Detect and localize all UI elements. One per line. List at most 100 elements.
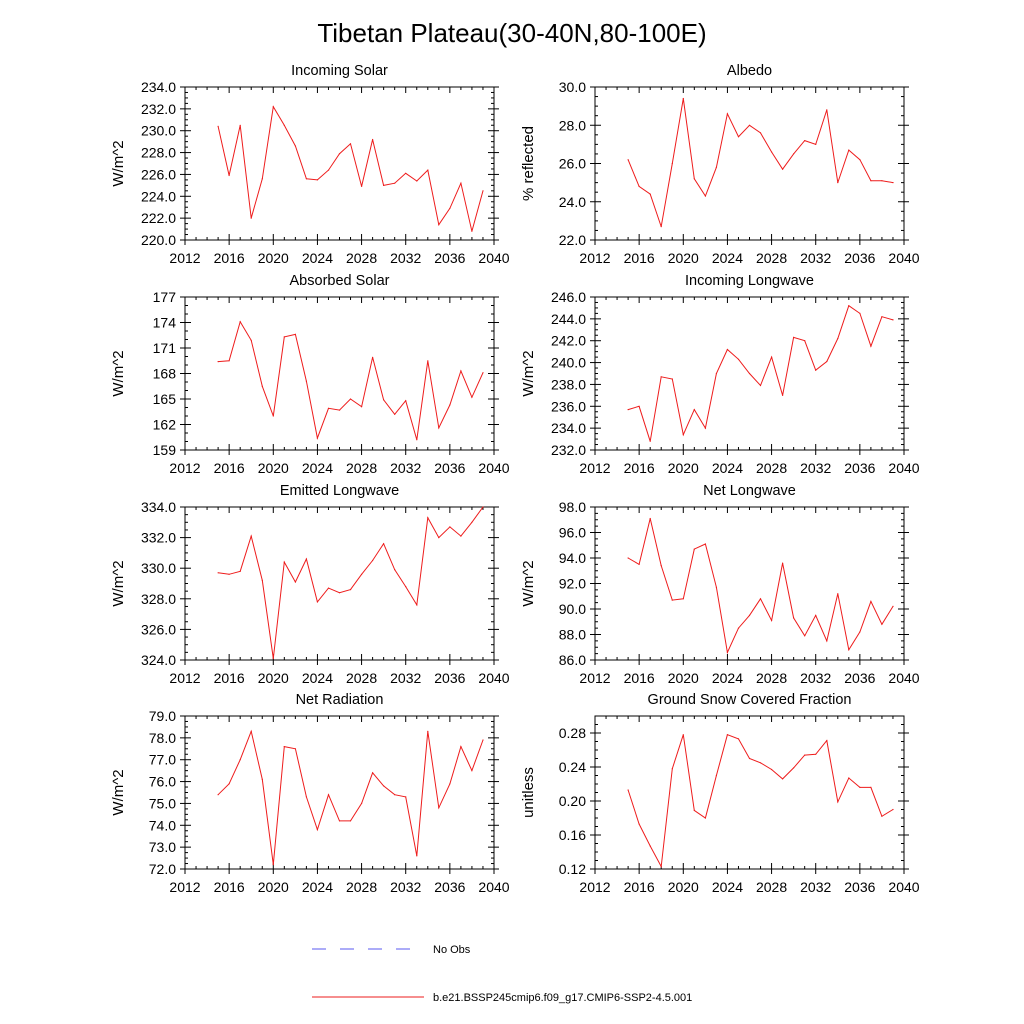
x-tick-label: 2040 [888,250,919,266]
panel-absorbed-solar: Absorbed Solar W/m^2 2012 2016 2020 2024 2028 2… [110,273,510,476]
data-point [217,361,219,363]
panel-title: Incoming Solar [291,63,388,79]
x-tick-label: 2012 [169,879,200,895]
y-axis-label: W/m^2 [110,560,127,606]
plot-frame [594,715,905,870]
data-point [294,145,296,147]
data-point [737,627,740,629]
data-point [837,182,839,184]
data-point [239,321,241,323]
x-tick-label: 2032 [800,879,831,895]
data-point [316,179,318,181]
x-tick-label: 2040 [888,460,919,476]
y-tick-label: 165 [153,391,177,407]
data-point [748,757,751,760]
data-point [361,406,363,408]
panel-title: Net Radiation [296,692,384,708]
data-point [682,734,684,736]
x-tick-label: 2024 [712,879,743,895]
data-point [671,378,673,380]
data-point [782,778,784,780]
data-point [416,604,418,606]
data-point [892,182,894,184]
data-point [826,740,828,742]
data-point [715,372,718,375]
data-point [449,783,451,785]
x-tick-label: 2040 [888,879,919,895]
x-tick-label: 2036 [844,460,875,476]
panels: Incoming Solar W/m^2 2012 2016 2020 2024 2028 2… [110,63,920,895]
data-point [748,614,751,617]
data-point [793,336,795,338]
data-point [848,305,850,307]
y-tick-label: 330.0 [141,560,176,576]
data-point [361,573,363,575]
data-point [372,356,374,358]
data-point [283,336,285,338]
series-line [627,98,894,227]
series-line [218,320,484,440]
data-point [793,617,795,619]
x-tick-label: 2028 [346,670,377,686]
data-point [261,178,263,180]
x-tick-label: 2032 [390,250,421,266]
y-axis-label: W/m^2 [520,560,537,606]
data-point [715,774,718,777]
data-point [482,506,484,508]
data-point [638,563,640,566]
y-tick-label: 174 [153,315,177,331]
data-point [804,340,806,342]
series-line [627,304,894,442]
series-line [627,734,894,869]
y-tick-label: 177 [153,289,177,305]
x-tick-label: 2036 [434,460,465,476]
x-tick-label: 2036 [844,879,875,895]
y-tick-label: 224.0 [141,188,176,204]
panel-net-longwave: Net Longwave W/m^2 2012 2016 2020 2024 2028 203… [520,483,920,686]
data-point [272,657,274,660]
data-point [460,370,462,372]
data-point [427,517,429,519]
data-point [372,138,374,141]
y-tick-label: 326.0 [141,621,176,637]
data-point [848,777,850,779]
data-point [261,778,263,781]
data-point [649,193,651,195]
data-point [239,124,241,126]
x-tick-label: 2040 [478,879,509,895]
data-point [471,230,473,232]
data-point [782,168,784,170]
data-point [671,162,673,165]
data-point [305,178,307,180]
data-point [771,768,773,771]
data-point [405,796,407,798]
x-tick-label: 2032 [390,460,421,476]
y-tick-label: 96.0 [559,525,586,541]
x-tick-label: 2028 [346,460,377,476]
data-point [627,557,629,559]
data-point [804,140,806,142]
y-axis-label: W/m^2 [110,140,127,186]
data-point [671,599,673,601]
data-point [826,360,828,363]
data-point [815,143,817,145]
data-point [726,734,729,736]
data-point [837,337,839,340]
x-tick-label: 2016 [214,670,245,686]
legend-label-no-obs: No Obs [433,944,471,956]
data-point [771,356,773,358]
y-tick-label: 332.0 [141,530,176,546]
data-point [660,565,662,567]
data-point [892,605,894,608]
data-point [372,772,374,774]
data-point [438,537,440,539]
x-tick-label: 2020 [258,670,289,686]
y-tick-label: 234.0 [551,420,586,436]
data-point [294,581,296,583]
y-tick-label: 232.0 [141,101,176,117]
x-tick-label: 2032 [800,670,831,686]
data-point [771,619,773,622]
y-tick-label: 98.0 [559,499,586,515]
y-tick-label: 90.0 [559,601,586,617]
data-point [338,592,341,594]
